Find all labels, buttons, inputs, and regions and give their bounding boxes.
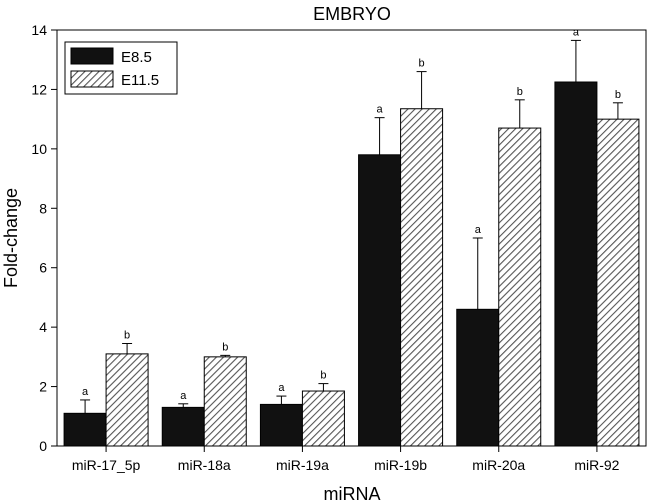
- x-tick-label-mir-19b: miR-19b: [374, 457, 427, 473]
- bar-e11-5-mir-20a: [498, 127, 542, 447]
- bars-group: a b a b a b a b a b a b: [63, 26, 640, 447]
- significance-label-e8-5-mir-20a: a: [475, 224, 482, 236]
- x-axis-label: miRNA: [324, 484, 381, 503]
- significance-label-e11-5-mir-19a: b: [320, 370, 326, 382]
- y-axis-label: Fold-change: [1, 188, 21, 288]
- x-tick-label-mir-92: miR-92: [574, 457, 619, 473]
- legend-swatch-e11-5: [70, 70, 114, 88]
- legend: E8.5 E11.5: [64, 41, 178, 95]
- significance-label-e8-5-mir-17-5p: a: [82, 386, 89, 398]
- bar-e11-5-mir-92: [596, 118, 640, 447]
- significance-label-e8-5-mir-19a: a: [278, 382, 285, 394]
- x-axis: miR-17_5p miR-18a miR-19a miR-19b miR-20a miR…: [72, 446, 620, 473]
- y-tick-label-4: 4: [39, 319, 47, 335]
- bar-e8-5-mir-19a: [259, 403, 303, 447]
- legend-label-e8-5: E8.5: [121, 49, 152, 66]
- bar-e11-5-mir-19b: [400, 108, 444, 447]
- bar-e11-5-mir-17-5p: [105, 353, 149, 447]
- x-tick-label-mir-17-5p: miR-17_5p: [72, 457, 141, 473]
- y-axis: 0 2 4 6 8 10 12 14: [31, 22, 57, 454]
- bar-e8-5-mir-17-5p: [63, 412, 107, 447]
- y-tick-label-8: 8: [39, 200, 47, 216]
- bar-e11-5-mir-18a: [203, 356, 247, 447]
- significance-label-e11-5-mir-20a: b: [517, 86, 523, 98]
- significance-label-e8-5-mir-19b: a: [377, 104, 384, 116]
- significance-label-e11-5-mir-92: b: [615, 89, 621, 101]
- bar-e8-5-mir-92: [554, 81, 598, 447]
- legend-swatch-e8-5: [70, 47, 114, 65]
- plot-frame: [56, 29, 647, 447]
- x-tick-label-mir-20a: miR-20a: [472, 457, 525, 473]
- significance-label-e8-5-mir-92: a: [573, 26, 580, 38]
- bar-e8-5-mir-19b: [358, 154, 402, 447]
- significance-label-e8-5-mir-18a: a: [180, 390, 187, 402]
- bar-e11-5-mir-19a: [301, 390, 345, 447]
- y-tick-label-14: 14: [31, 22, 47, 38]
- x-tick-label-mir-19a: miR-19a: [276, 457, 329, 473]
- chart-title: EMBRYO: [313, 4, 391, 24]
- y-tick-label-6: 6: [39, 260, 47, 276]
- significance-label-e11-5-mir-19b: b: [419, 58, 425, 70]
- y-tick-label-10: 10: [31, 141, 47, 157]
- bar-e8-5-mir-20a: [456, 308, 500, 447]
- y-tick-label-12: 12: [31, 81, 47, 97]
- legend-label-e11-5: E11.5: [121, 72, 159, 89]
- bar-e8-5-mir-18a: [161, 406, 205, 447]
- significance-label-e11-5-mir-18a: b: [222, 341, 228, 353]
- y-tick-label-0: 0: [39, 438, 47, 454]
- significance-label-e11-5-mir-17-5p: b: [124, 329, 130, 341]
- y-tick-label-2: 2: [39, 379, 47, 395]
- x-tick-label-mir-18a: miR-18a: [178, 457, 231, 473]
